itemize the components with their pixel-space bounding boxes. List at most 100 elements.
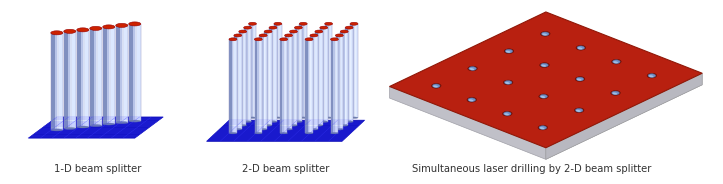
Polygon shape	[329, 24, 330, 118]
Ellipse shape	[542, 32, 549, 36]
Ellipse shape	[539, 94, 549, 99]
Polygon shape	[283, 39, 285, 133]
Ellipse shape	[51, 129, 63, 131]
Polygon shape	[287, 35, 290, 129]
Ellipse shape	[274, 117, 282, 118]
Ellipse shape	[577, 46, 585, 49]
Polygon shape	[238, 35, 239, 129]
Ellipse shape	[539, 127, 544, 129]
Ellipse shape	[575, 77, 585, 81]
Ellipse shape	[330, 132, 338, 134]
Polygon shape	[289, 35, 290, 129]
Polygon shape	[320, 31, 322, 125]
Polygon shape	[260, 39, 262, 133]
Polygon shape	[137, 24, 140, 121]
Ellipse shape	[325, 117, 333, 118]
Ellipse shape	[290, 125, 297, 126]
Polygon shape	[83, 30, 85, 127]
Ellipse shape	[433, 85, 438, 88]
Polygon shape	[252, 24, 254, 118]
Polygon shape	[340, 35, 341, 129]
Polygon shape	[330, 24, 333, 118]
Polygon shape	[299, 28, 300, 122]
Polygon shape	[290, 31, 292, 125]
Polygon shape	[259, 39, 260, 133]
Ellipse shape	[310, 34, 318, 37]
Polygon shape	[68, 31, 72, 128]
Polygon shape	[341, 31, 343, 125]
Polygon shape	[260, 35, 262, 129]
Polygon shape	[81, 30, 85, 127]
Ellipse shape	[289, 30, 297, 33]
Ellipse shape	[432, 84, 441, 88]
Polygon shape	[107, 27, 111, 124]
Ellipse shape	[244, 121, 252, 122]
Polygon shape	[265, 35, 267, 129]
Polygon shape	[354, 24, 356, 118]
Polygon shape	[70, 31, 72, 128]
Polygon shape	[57, 33, 59, 130]
Polygon shape	[272, 28, 274, 122]
Polygon shape	[320, 28, 322, 122]
Polygon shape	[207, 120, 364, 141]
Polygon shape	[262, 35, 265, 129]
Ellipse shape	[234, 129, 241, 130]
Ellipse shape	[345, 26, 353, 29]
Polygon shape	[254, 24, 256, 118]
Polygon shape	[299, 28, 302, 122]
Polygon shape	[243, 31, 244, 125]
Polygon shape	[135, 24, 137, 121]
Ellipse shape	[540, 95, 547, 98]
Ellipse shape	[468, 98, 476, 102]
Ellipse shape	[280, 132, 288, 134]
Polygon shape	[253, 24, 254, 118]
Polygon shape	[346, 28, 348, 122]
Polygon shape	[294, 31, 295, 125]
Polygon shape	[324, 28, 325, 122]
Ellipse shape	[249, 117, 256, 118]
Polygon shape	[546, 73, 702, 159]
Ellipse shape	[503, 112, 511, 116]
Polygon shape	[304, 24, 305, 118]
Ellipse shape	[269, 121, 277, 122]
Ellipse shape	[505, 81, 512, 84]
Polygon shape	[302, 24, 304, 118]
Ellipse shape	[541, 63, 548, 67]
Ellipse shape	[260, 34, 268, 37]
Polygon shape	[310, 39, 313, 133]
Polygon shape	[295, 31, 297, 125]
Ellipse shape	[612, 91, 620, 95]
Ellipse shape	[280, 38, 288, 41]
Polygon shape	[345, 31, 346, 125]
Ellipse shape	[335, 129, 343, 130]
Polygon shape	[98, 28, 101, 125]
Polygon shape	[120, 25, 124, 123]
Text: 2-D beam splitter: 2-D beam splitter	[242, 164, 329, 174]
Polygon shape	[77, 30, 81, 127]
Ellipse shape	[506, 51, 510, 53]
Polygon shape	[390, 12, 702, 148]
Ellipse shape	[116, 122, 127, 124]
Ellipse shape	[612, 60, 620, 63]
Ellipse shape	[249, 22, 257, 25]
Polygon shape	[248, 28, 249, 122]
Polygon shape	[231, 39, 234, 133]
Ellipse shape	[103, 123, 114, 125]
Ellipse shape	[315, 125, 322, 126]
Ellipse shape	[51, 31, 63, 35]
Ellipse shape	[234, 34, 241, 37]
Ellipse shape	[350, 22, 358, 25]
Polygon shape	[124, 25, 127, 123]
Ellipse shape	[90, 125, 101, 127]
Polygon shape	[325, 24, 328, 118]
Ellipse shape	[129, 120, 140, 122]
Polygon shape	[133, 24, 137, 121]
Ellipse shape	[505, 49, 513, 53]
Ellipse shape	[299, 22, 307, 25]
Ellipse shape	[64, 29, 76, 33]
Ellipse shape	[611, 91, 620, 95]
Polygon shape	[279, 24, 282, 118]
Ellipse shape	[503, 80, 513, 85]
Polygon shape	[244, 31, 247, 125]
Ellipse shape	[468, 66, 477, 71]
